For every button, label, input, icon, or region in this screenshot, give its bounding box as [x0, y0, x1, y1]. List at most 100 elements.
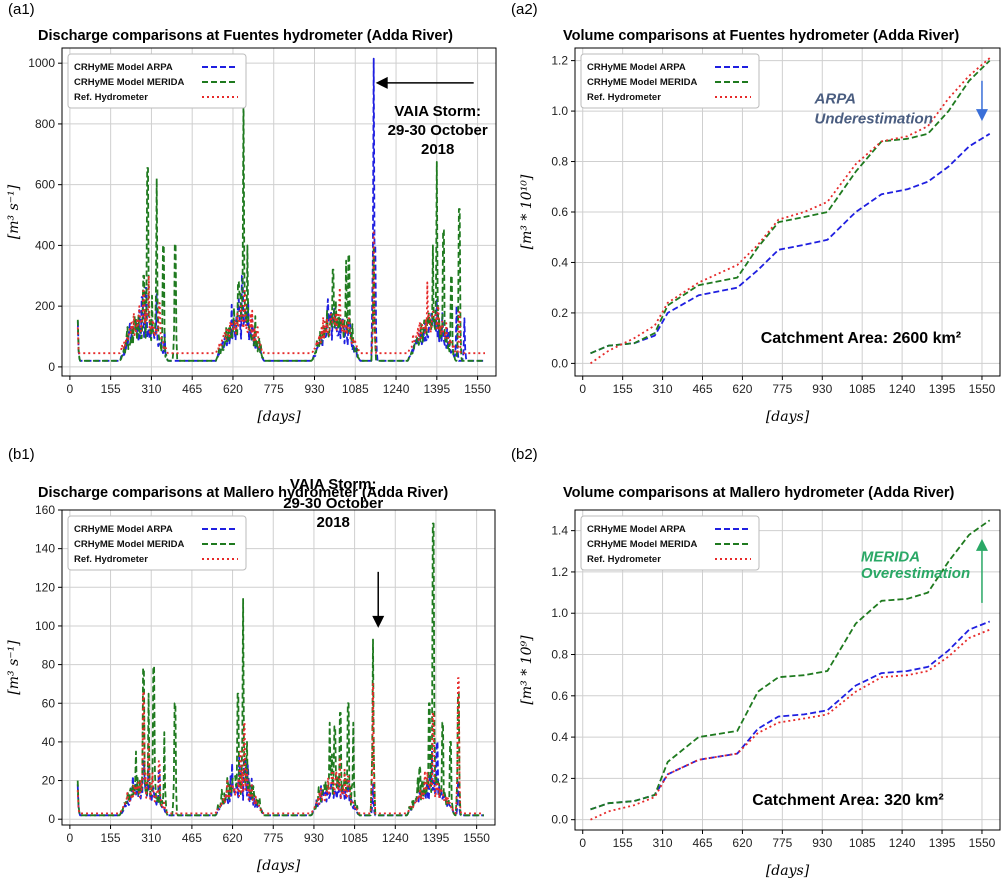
x-tick-label: 155: [613, 382, 633, 396]
x-tick-label: 155: [101, 831, 121, 845]
x-tick-label: 930: [304, 382, 324, 396]
x-tick-label: 1085: [849, 382, 876, 396]
x-tick-label: 1240: [382, 831, 409, 845]
x-tick-label: 465: [692, 382, 712, 396]
y-axis-label: [m³ * 10⁹]: [519, 635, 535, 705]
legend-label: CRHyME Model MERIDA: [74, 77, 184, 88]
x-tick-label: 930: [304, 831, 324, 845]
annotation-text: VAIA Storm:: [394, 103, 481, 120]
y-tick-label: 100: [35, 619, 55, 633]
x-tick-label: 1085: [341, 831, 368, 845]
x-tick-label: 465: [692, 836, 712, 850]
note-text: Overestimation: [861, 565, 970, 582]
y-tick-label: 0.4: [551, 730, 568, 744]
x-tick-label: 775: [263, 831, 283, 845]
series-line-ref: [590, 628, 991, 821]
plot-frame: [574, 47, 1001, 377]
y-tick-label: 80: [42, 658, 56, 672]
vaia-annotation: VAIA Storm: 29-30 October 2018: [283, 476, 385, 628]
x-tick-label: 465: [182, 831, 202, 845]
chart-a1-svg: (a1)Discharge comparisons at Fuentes hyd…: [6, 1, 497, 425]
chart-title: Volume comparisons at Fuentes hydrometer…: [563, 28, 959, 44]
y-tick-label: 800: [35, 117, 55, 131]
x-tick-label: 310: [653, 382, 673, 396]
chart-b1: (b1) Discharge comparisons at Mallero hyd…: [0, 445, 500, 885]
legend-label: CRHyME Model ARPA: [587, 524, 686, 535]
y-tick-label: 0: [48, 812, 55, 826]
y-tick-label: 0.0: [551, 356, 568, 370]
x-tick-label: 155: [613, 836, 633, 850]
y-tick-label: 0: [48, 360, 55, 374]
panel-tag: (b2): [511, 446, 538, 463]
chart-b1-svg: (b1) Discharge comparisons at Mallero hyd…: [6, 446, 496, 874]
legend-label: Ref. Hydrometer: [74, 554, 148, 565]
chart-a2: (a2) Volume comparisons at Fuentes hydrom…: [503, 0, 1003, 440]
vaia-annotation: VAIA Storm: 29-30 October 2018: [375, 76, 488, 158]
y-tick-label: 1.2: [551, 54, 568, 68]
note-arrowhead: [975, 109, 988, 122]
x-tick-label: 1395: [423, 831, 450, 845]
series-group: [76, 57, 486, 362]
x-tick-label: 620: [732, 836, 752, 850]
annotation-text: 2018: [421, 141, 454, 158]
x-tick-label: 310: [653, 836, 673, 850]
x-tick-label: 1395: [423, 382, 450, 396]
series-line-merida: [590, 519, 991, 811]
x-tick-label: 1550: [463, 831, 490, 845]
annotation-arrowhead: [375, 76, 388, 89]
series-line-ref: [589, 57, 991, 365]
y-tick-label: 600: [35, 178, 55, 192]
legend: CRHyME Model ARPA CRHyME Model MERIDA Ref.…: [67, 515, 247, 571]
y-tick-label: 120: [35, 580, 55, 594]
catchment-area: Catchment Area: 320 km²: [752, 792, 943, 809]
panel-tag: (a2): [511, 1, 538, 18]
x-tick-label: 930: [812, 836, 832, 850]
x-tick-label: 0: [579, 836, 586, 850]
y-tick-label: 0.8: [551, 648, 568, 662]
x-axis-label: [days]: [766, 409, 810, 425]
x-tick-label: 1395: [929, 836, 956, 850]
x-tick-label: 930: [812, 382, 832, 396]
x-tick-label: 0: [579, 382, 586, 396]
y-axis-label: [m³ s⁻¹]: [6, 640, 22, 695]
chart-b2-svg: (b2) Volume comparisons at Mallero hydrom…: [511, 446, 1001, 879]
y-tick-label: 1.2: [551, 565, 568, 579]
annotation-text: 29-30 October: [283, 495, 383, 512]
series-group: [76, 522, 485, 817]
y-tick-label: 400: [35, 238, 55, 252]
series-group: [589, 57, 991, 365]
legend-label: Ref. Hydrometer: [74, 92, 148, 103]
x-tick-label: 1550: [969, 836, 996, 850]
legend-label: CRHyME Model MERIDA: [587, 539, 697, 550]
note-text: Underestimation: [815, 111, 933, 128]
y-axis-label: [m³ * 10¹⁰]: [519, 174, 535, 249]
series-line-merida: [590, 59, 991, 355]
x-tick-label: 775: [772, 836, 792, 850]
y-tick-label: 40: [42, 735, 56, 749]
y-tick-label: 20: [42, 774, 56, 788]
y-tick-label: 160: [35, 503, 55, 517]
legend-label: CRHyME Model ARPA: [74, 62, 173, 73]
plot-frame: [61, 47, 497, 377]
x-tick-label: 465: [182, 382, 202, 396]
x-tick-label: 155: [101, 382, 121, 396]
x-axis-label: [days]: [257, 409, 301, 425]
chart-title: Discharge comparisons at Fuentes hydrome…: [38, 28, 453, 44]
y-tick-label: 140: [35, 542, 55, 556]
series-line-merida: [76, 92, 486, 362]
x-tick-label: 775: [772, 382, 792, 396]
annotation-arrowhead: [372, 615, 385, 628]
annotation-text: VAIA Storm:: [290, 476, 377, 493]
note-text: MERIDA: [861, 549, 920, 566]
plot-frame: [61, 509, 496, 826]
note-text: ARPA: [814, 91, 856, 108]
y-tick-label: 1.0: [551, 606, 568, 620]
y-tick-label: 200: [35, 299, 55, 313]
series-line-arpa: [590, 133, 991, 355]
x-axis-label: [days]: [766, 863, 810, 879]
series-line-arpa: [76, 57, 486, 362]
x-tick-label: 775: [264, 382, 284, 396]
x-tick-label: 620: [223, 831, 243, 845]
x-tick-label: 1550: [464, 382, 491, 396]
